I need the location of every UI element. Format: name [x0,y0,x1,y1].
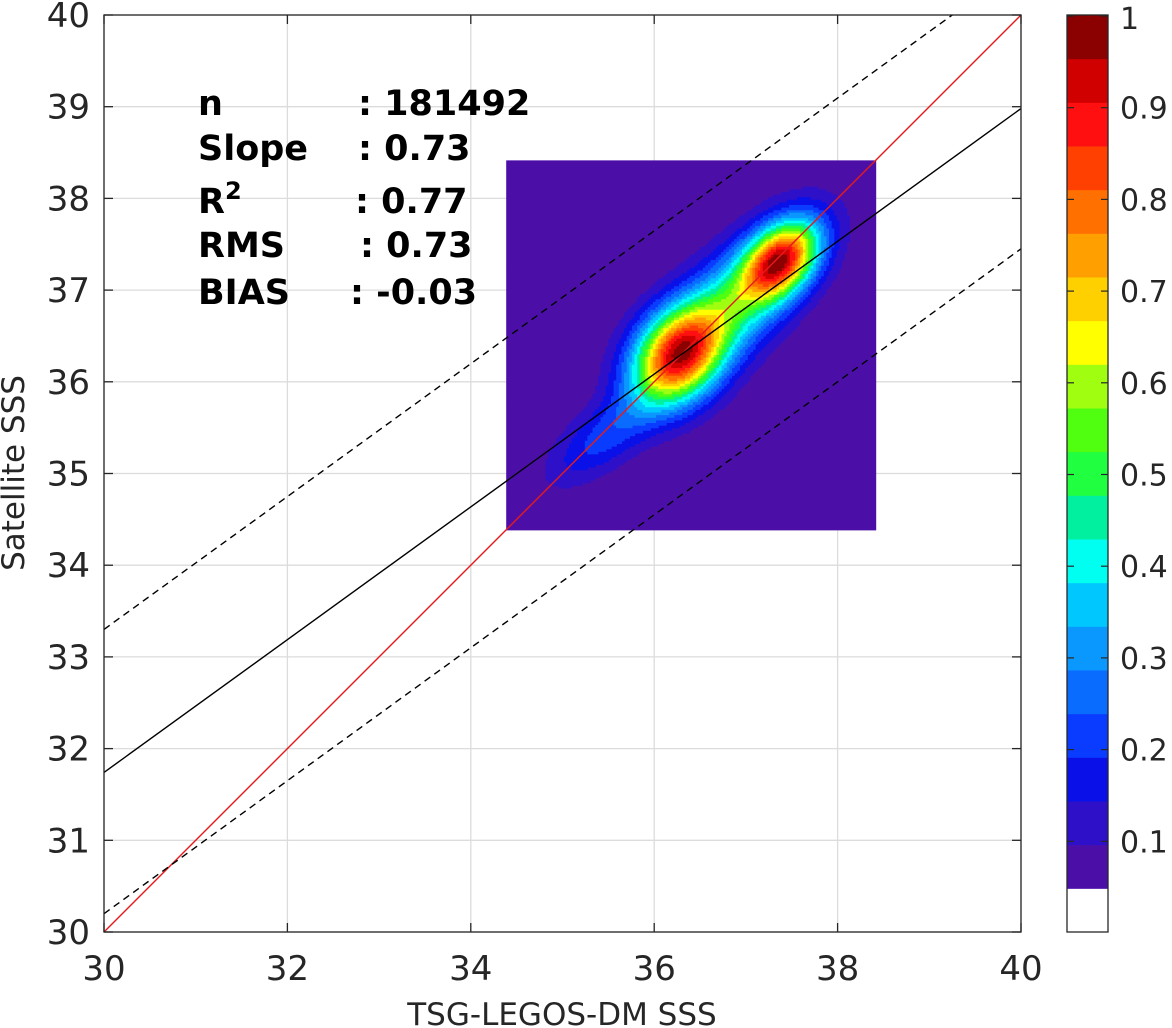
colorbar-segment [1067,364,1108,409]
colorbar-segment [1067,713,1108,758]
x-tick-label: 32 [266,949,309,989]
stat-label: RMS [198,226,285,266]
upper-bound-line [103,14,953,630]
colorbar-segment [1067,670,1108,715]
stat-label: BIAS [198,273,290,313]
colorbar-segment [1067,277,1108,322]
y-tick-label: 33 [47,638,90,678]
colorbar-tick-label: 0.8 [1120,183,1168,218]
reference-lines [103,14,1022,933]
colorbar-segment [1067,626,1108,671]
colorbar-segment [1067,539,1108,584]
stat-label: R2 [198,177,242,222]
colorbar-tick-label: 1 [1120,2,1139,37]
axis-ticks: 30 32 34 36 38 40 30 31 32 33 34 35 36 37 38 39 40 [47,0,1043,989]
colorbar-segment [1067,320,1108,365]
colorbar-segment [1067,801,1108,846]
colorbar-tick-label: 0.3 [1120,642,1168,677]
x-axis-title: TSG-LEGOS-DM SSS [406,997,716,1028]
y-tick-label: 40 [47,0,90,36]
colorbar-segment [1067,888,1108,933]
stat-value: : 0.73 [358,129,471,169]
stats-annotation: n : 181492 Slope : 0.73 R2 : 0.77 RMS : 0.73 BIA… [198,84,530,313]
colorbar-segment [1067,15,1108,60]
x-tick-label: 36 [633,949,676,989]
y-tick-label: 37 [47,271,90,311]
y-tick-label: 35 [47,455,90,495]
y-tick-label: 34 [47,546,90,586]
x-tick-label: 40 [999,949,1042,989]
colorbar-segment [1067,233,1108,278]
lower-bound-line [103,248,1022,915]
colorbar-segment [1067,102,1108,147]
colorbar-tick-label: 0.4 [1120,550,1168,585]
colorbar-segment [1067,408,1108,453]
colorbar-segment [1067,451,1108,496]
identity-line [103,14,1022,933]
colorbar-segment [1067,844,1108,889]
stat-value: : 0.73 [360,226,473,266]
y-axis-title: Satellite SSS [0,375,32,571]
colorbar-tick-label: 0.6 [1120,367,1168,402]
stat-value: : -0.03 [350,273,477,313]
colorbar-segment [1067,189,1108,234]
x-tick-label: 30 [82,949,125,989]
regression-line [103,107,1022,774]
stat-value: : 0.77 [355,182,468,222]
y-tick-label: 36 [47,363,90,403]
colorbar-tick-label: 0.2 [1120,734,1168,769]
stat-label: Slope [198,129,308,169]
y-tick-label: 30 [47,913,90,953]
colorbar-segment [1067,757,1108,802]
x-tick-label: 38 [816,949,859,989]
x-tick-label: 34 [449,949,492,989]
density-level-fill [671,254,788,363]
y-tick-label: 38 [47,179,90,219]
colorbar-segment [1067,582,1108,627]
y-tick-label: 31 [47,821,90,861]
colorbar-tick-label: 0.1 [1120,825,1168,860]
stat-value: : 181492 [358,84,530,124]
colorbar: 0.1 0.2 0.3 0.4 0.5 0.6 0.7 0.8 0.9 1 [1066,2,1168,933]
colorbar-segment [1067,58,1108,103]
colorbar-frame [1066,14,1109,933]
colorbar-tick-label: 0.7 [1120,275,1168,310]
y-tick-label: 39 [47,88,90,128]
colorbar-tick-label: 0.5 [1120,459,1168,494]
colorbar-segment [1067,146,1108,191]
colorbar-tick-label: 0.9 [1120,92,1168,127]
y-tick-label: 32 [47,730,90,770]
stat-label: n [198,84,223,124]
colorbar-segment [1067,495,1108,540]
